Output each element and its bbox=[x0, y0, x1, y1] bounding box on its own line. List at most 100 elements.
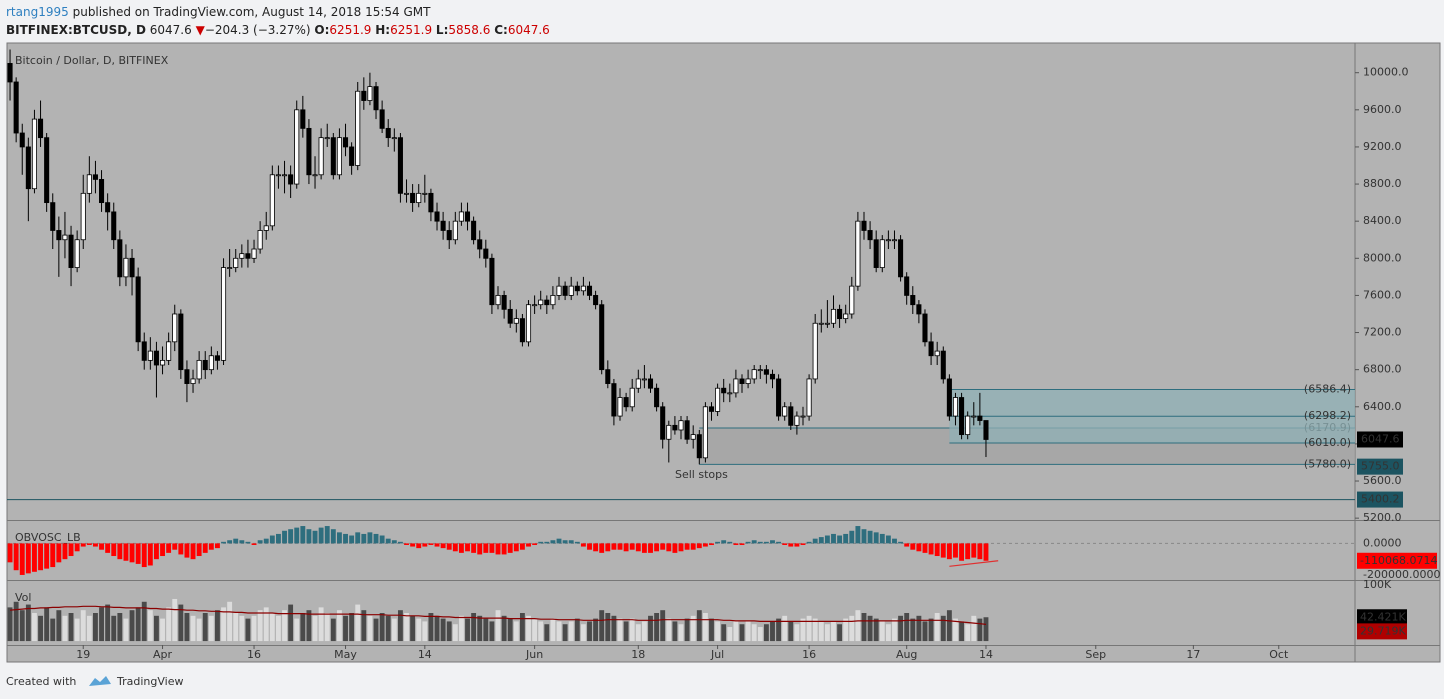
candle-body bbox=[544, 299, 550, 306]
obv-bar bbox=[105, 543, 111, 553]
candle-body bbox=[160, 359, 166, 366]
candle-body bbox=[355, 90, 361, 166]
footer-brand[interactable]: TradingView bbox=[116, 675, 183, 688]
candle-body bbox=[684, 420, 690, 440]
candle-body bbox=[611, 383, 617, 417]
candle-body bbox=[525, 304, 532, 343]
obv-bar bbox=[568, 540, 574, 544]
candle-body bbox=[977, 415, 983, 421]
candle-body bbox=[367, 86, 373, 101]
candle-body bbox=[629, 387, 635, 408]
volume-bar bbox=[983, 617, 989, 642]
annotation: Sell stops bbox=[675, 468, 728, 481]
volume-bar bbox=[385, 615, 391, 642]
candle-body bbox=[68, 234, 74, 268]
volume-bar bbox=[519, 613, 525, 642]
volume-bar bbox=[928, 618, 934, 642]
volume-bar bbox=[550, 618, 556, 642]
obv-bar bbox=[788, 543, 794, 547]
x-tick-label: 19 bbox=[76, 648, 90, 661]
obv-bar bbox=[660, 543, 666, 550]
volume-bar bbox=[770, 621, 775, 642]
obv-bar bbox=[446, 543, 452, 550]
candle-body bbox=[898, 239, 904, 278]
volume-bar bbox=[178, 604, 184, 642]
candle-body bbox=[599, 304, 605, 371]
candle-body bbox=[349, 146, 355, 166]
obv-bar bbox=[635, 543, 641, 552]
volume-bar bbox=[666, 618, 672, 642]
volume-bar bbox=[336, 610, 342, 642]
zone-label: (6010.0) bbox=[1304, 436, 1351, 449]
obv-bar bbox=[599, 543, 605, 553]
obv-bar bbox=[580, 543, 586, 547]
obv-bar bbox=[727, 541, 733, 544]
volume-bar bbox=[953, 618, 958, 642]
obv-bar bbox=[812, 538, 818, 544]
obv-bar bbox=[623, 543, 629, 552]
volume-bar bbox=[751, 624, 757, 642]
volume-bar bbox=[721, 624, 727, 642]
candle-body bbox=[214, 355, 220, 361]
volume-bar bbox=[794, 624, 800, 642]
volume-bar bbox=[147, 610, 153, 642]
volume-bar bbox=[251, 615, 257, 642]
candle-body bbox=[245, 253, 251, 259]
candle-body bbox=[519, 318, 525, 343]
volume-bar bbox=[93, 613, 98, 642]
candle-body bbox=[550, 295, 556, 306]
obv-bar bbox=[709, 543, 714, 545]
volume-ma bbox=[9, 605, 987, 625]
candle-body bbox=[800, 415, 806, 418]
candle-body bbox=[208, 355, 214, 371]
candle-body bbox=[458, 211, 464, 222]
candle-body bbox=[715, 387, 721, 412]
volume-bar bbox=[160, 618, 165, 642]
volume-bar bbox=[166, 607, 172, 642]
candle-body bbox=[562, 285, 568, 296]
obv-bar bbox=[587, 543, 592, 550]
volume-last-label: 42.421K bbox=[1360, 610, 1406, 623]
obv-bar bbox=[507, 543, 513, 553]
volume-bar bbox=[580, 624, 586, 642]
obv-bar bbox=[50, 543, 56, 568]
obv-bar bbox=[190, 543, 196, 560]
y-tick-label: 6400.0 bbox=[1363, 400, 1402, 413]
volume-bar bbox=[916, 615, 922, 642]
volume-bar bbox=[776, 618, 782, 642]
candle-body bbox=[196, 359, 202, 380]
volume-bar bbox=[654, 613, 660, 642]
obv-bar bbox=[794, 543, 800, 547]
volume-bar bbox=[32, 613, 37, 642]
obv-bar bbox=[477, 543, 483, 555]
candle-body bbox=[885, 239, 891, 242]
candle-body bbox=[153, 350, 159, 366]
candle-body bbox=[397, 137, 403, 194]
obv-bar bbox=[221, 541, 226, 544]
candle-body bbox=[446, 230, 452, 241]
candle-body bbox=[379, 109, 385, 129]
obv-bar bbox=[227, 540, 233, 544]
obv-bar bbox=[696, 543, 702, 549]
volume-bar bbox=[129, 610, 135, 642]
candle-body bbox=[940, 350, 946, 380]
obv-bar bbox=[32, 543, 37, 572]
candle-body bbox=[233, 257, 239, 268]
candle-body bbox=[855, 220, 861, 287]
volume-bar bbox=[532, 618, 538, 642]
arrow: ▼ bbox=[196, 23, 206, 37]
candle-body bbox=[86, 174, 92, 194]
candle-body bbox=[745, 378, 751, 384]
candle-body bbox=[952, 397, 959, 417]
candle-body bbox=[660, 406, 666, 440]
ma-last-label: 29.719K bbox=[1360, 624, 1406, 637]
candle-body bbox=[434, 211, 440, 222]
obv-bar bbox=[495, 543, 501, 555]
obv-bar bbox=[806, 541, 812, 544]
volume-bar bbox=[843, 618, 849, 642]
x-tick-label: Jul bbox=[710, 648, 724, 661]
candle-body bbox=[574, 285, 580, 292]
volume-bar bbox=[648, 615, 653, 642]
candle-body bbox=[605, 369, 611, 384]
